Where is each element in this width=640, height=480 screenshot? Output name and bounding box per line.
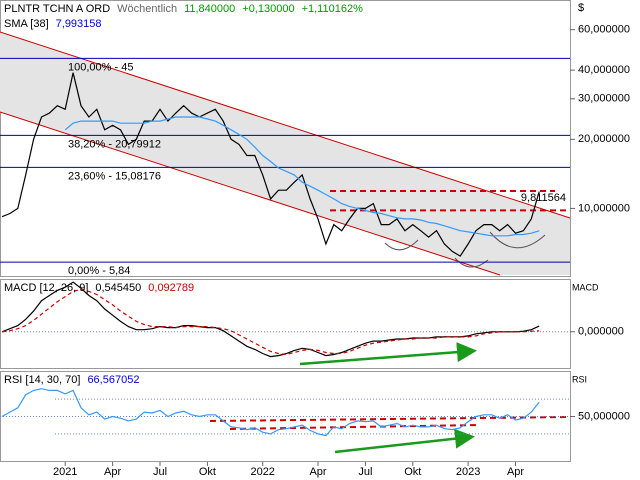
y-tick-label: 20,000000 <box>578 133 630 145</box>
x-tick-label: Okt <box>199 466 216 478</box>
macd-header: MACD [12, 26, 9] 0,545450 0,092789 <box>4 282 194 294</box>
interval: Wöchentlich <box>117 3 178 15</box>
x-tick-label: Apr <box>507 466 524 478</box>
x-tick-label: Apr <box>309 466 326 478</box>
macd-title: MACD [12, 26, 9] <box>4 282 89 294</box>
price-header: PLNTR TCHN A ORD Wöchentlich 11,840000 +… <box>4 3 363 15</box>
sma-value: 7,993158 <box>55 18 102 30</box>
change: +0,130000 <box>242 3 295 15</box>
macd-axis-label: MACD <box>572 282 599 292</box>
x-tick-label: 2022 <box>250 466 274 478</box>
rsi-support <box>209 416 571 422</box>
rsi-value: 66,567052 <box>87 374 140 386</box>
sma-header: SMA [38] 7,993158 <box>4 18 102 30</box>
rsi-header: RSI [14, 30, 70] 66,567052 <box>4 374 139 386</box>
x-tick-label: Apr <box>104 466 121 478</box>
signal-value: 0,092789 <box>148 282 195 294</box>
y-tick-label: 50,000000 <box>578 410 630 422</box>
channel-fill <box>0 32 570 275</box>
last-price: 11,840000 <box>184 3 236 15</box>
rsi-axis-label: RSI <box>572 374 587 384</box>
channel-lower <box>0 111 501 276</box>
rsi-support <box>229 424 481 430</box>
divergence-arrow <box>334 428 475 454</box>
level-label: 38,20% - 20,79912 <box>68 138 161 150</box>
annotation-label: 9,811564 <box>521 192 566 204</box>
macd-value: 0,545450 <box>95 282 142 294</box>
level-label: 100,00% - 45 <box>68 61 133 73</box>
series-line <box>64 116 540 237</box>
series-line <box>1 388 540 437</box>
x-tick-label: 2021 <box>53 466 77 478</box>
change-pct: +1,110162% <box>301 3 363 15</box>
x-tick-label: Okt <box>404 466 421 478</box>
macd-panel <box>0 279 571 369</box>
series-line <box>1 288 540 356</box>
x-tick-label: Jul <box>153 466 167 478</box>
x-tick-label: Jul <box>358 466 372 478</box>
pattern-arc <box>489 231 546 249</box>
channel-upper <box>0 31 571 219</box>
level-label: 23,60% - 15,08176 <box>68 170 161 182</box>
price-panel <box>0 0 571 277</box>
y-tick-label: 10,000000 <box>578 202 630 214</box>
y-tick-label: 60,000000 <box>578 24 630 36</box>
divergence-arrow <box>299 342 477 366</box>
level-label: 0,00% - 5,84 <box>68 265 130 277</box>
y-tick-label: 30,000000 <box>578 93 630 105</box>
symbol: PLNTR TCHN A ORD <box>4 3 111 15</box>
rsi-title: RSI [14, 30, 70] <box>4 374 81 386</box>
series-line <box>1 72 540 257</box>
pattern-arc <box>384 239 419 251</box>
x-tick-label: 2023 <box>456 466 480 478</box>
y-tick-label: 0,000000 <box>578 326 624 338</box>
price-unit: $ <box>578 2 584 14</box>
legend-entry: SMA [38] <box>4 18 49 30</box>
y-tick-label: 40,000000 <box>578 64 630 76</box>
